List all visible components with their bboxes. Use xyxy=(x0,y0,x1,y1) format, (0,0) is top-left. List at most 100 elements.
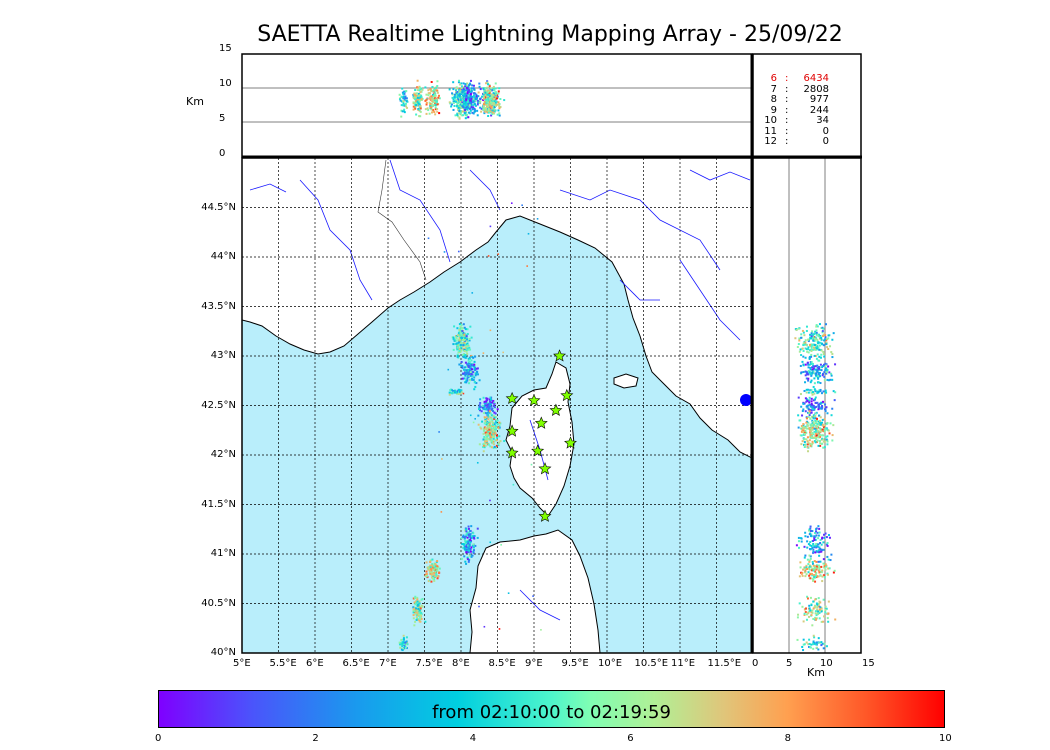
lightning-point xyxy=(415,609,418,612)
lightning-point xyxy=(822,620,825,623)
stats-row: 10:34 xyxy=(757,115,847,127)
lightning-point xyxy=(808,357,811,360)
lightning-point xyxy=(817,534,820,537)
lightning-point xyxy=(813,546,816,549)
lightning-point xyxy=(489,95,492,98)
lightning-point xyxy=(460,98,463,101)
lightning-point xyxy=(809,565,812,568)
lightning-point xyxy=(424,86,427,89)
lightning-point xyxy=(800,540,803,543)
mainland-land xyxy=(242,158,752,459)
lightning-point xyxy=(819,541,822,544)
lightning-point xyxy=(448,88,451,91)
lightning-point xyxy=(817,432,820,435)
lightning-point xyxy=(494,109,497,112)
lightning-point xyxy=(430,571,433,574)
lightning-point xyxy=(530,463,533,466)
lightning-point xyxy=(441,458,443,460)
lightning-point xyxy=(809,373,812,376)
lightning-point xyxy=(464,374,467,377)
lightning-point xyxy=(804,381,807,384)
lightning-point xyxy=(402,97,405,100)
lightning-point xyxy=(824,336,827,339)
lightning-point xyxy=(808,439,811,442)
lightning-point xyxy=(468,346,471,349)
lightning-point xyxy=(436,110,439,113)
lightning-point xyxy=(493,89,496,92)
lightning-point xyxy=(433,565,436,568)
lightning-point xyxy=(818,531,821,534)
lightning-point xyxy=(460,361,463,364)
lightning-point xyxy=(474,104,477,107)
lightning-point xyxy=(459,343,462,346)
lightning-point xyxy=(460,85,463,88)
lightning-point xyxy=(479,398,482,401)
lightning-point xyxy=(498,421,501,424)
lightning-point xyxy=(490,414,493,417)
lightning-point xyxy=(489,408,492,411)
lightning-point xyxy=(431,90,434,93)
lightning-point xyxy=(496,419,499,422)
lightning-point xyxy=(430,569,433,572)
lightning-point xyxy=(463,555,466,558)
lightning-point xyxy=(809,577,812,580)
lightning-point xyxy=(810,533,813,536)
lightning-point xyxy=(812,405,815,408)
lightning-point xyxy=(467,88,470,91)
colorbar-tick-label: 2 xyxy=(312,733,319,744)
lightning-point xyxy=(459,90,462,93)
lightning-point xyxy=(489,405,492,408)
lightning-point xyxy=(403,645,406,648)
lightning-point xyxy=(467,106,470,109)
lightning-point xyxy=(471,554,474,557)
stats-row: 7:2808 xyxy=(757,84,847,96)
lightning-point xyxy=(419,115,422,118)
lightning-point xyxy=(815,345,818,348)
national-border xyxy=(377,159,427,281)
lightning-point xyxy=(436,91,439,94)
lightning-point xyxy=(822,364,825,367)
lightning-point xyxy=(808,568,811,571)
lightning-point xyxy=(811,404,814,407)
lightning-point xyxy=(426,566,429,569)
lightning-point xyxy=(466,92,469,95)
lightning-point xyxy=(414,106,417,109)
lightning-point xyxy=(807,421,810,424)
lightning-point xyxy=(797,536,800,539)
lightning-point xyxy=(816,429,819,432)
lightning-point xyxy=(414,107,417,110)
lightning-point xyxy=(803,613,806,616)
lightning-point xyxy=(461,104,464,107)
lightning-point xyxy=(402,95,405,98)
lightning-point xyxy=(485,434,488,437)
lightning-point xyxy=(415,607,418,610)
lightning-point xyxy=(486,426,489,429)
lightning-point xyxy=(461,102,464,105)
lightning-point xyxy=(809,443,812,446)
lightning-point xyxy=(487,430,490,433)
lightning-point xyxy=(802,429,805,432)
lightning-point xyxy=(801,605,804,608)
lightning-point xyxy=(463,548,466,551)
lightning-point xyxy=(809,336,812,339)
lightning-point xyxy=(813,440,816,443)
lightning-point xyxy=(828,371,831,374)
lightning-point xyxy=(814,348,817,351)
lightning-point xyxy=(491,112,494,115)
lightning-point xyxy=(413,104,416,107)
lightning-point xyxy=(470,363,473,366)
lightning-point xyxy=(484,98,487,101)
lightning-point xyxy=(412,108,415,111)
lightning-point xyxy=(494,93,497,96)
lightning-point xyxy=(476,527,479,530)
lightning-point xyxy=(807,372,810,375)
lightning-point xyxy=(478,82,481,85)
lightning-point xyxy=(804,568,807,571)
lightning-point xyxy=(412,609,415,612)
lightning-point xyxy=(461,535,464,538)
lightning-point xyxy=(476,103,479,106)
lightning-point xyxy=(818,546,821,549)
lightning-point xyxy=(810,544,813,547)
lightning-point xyxy=(492,428,495,431)
lightning-point xyxy=(817,641,820,644)
